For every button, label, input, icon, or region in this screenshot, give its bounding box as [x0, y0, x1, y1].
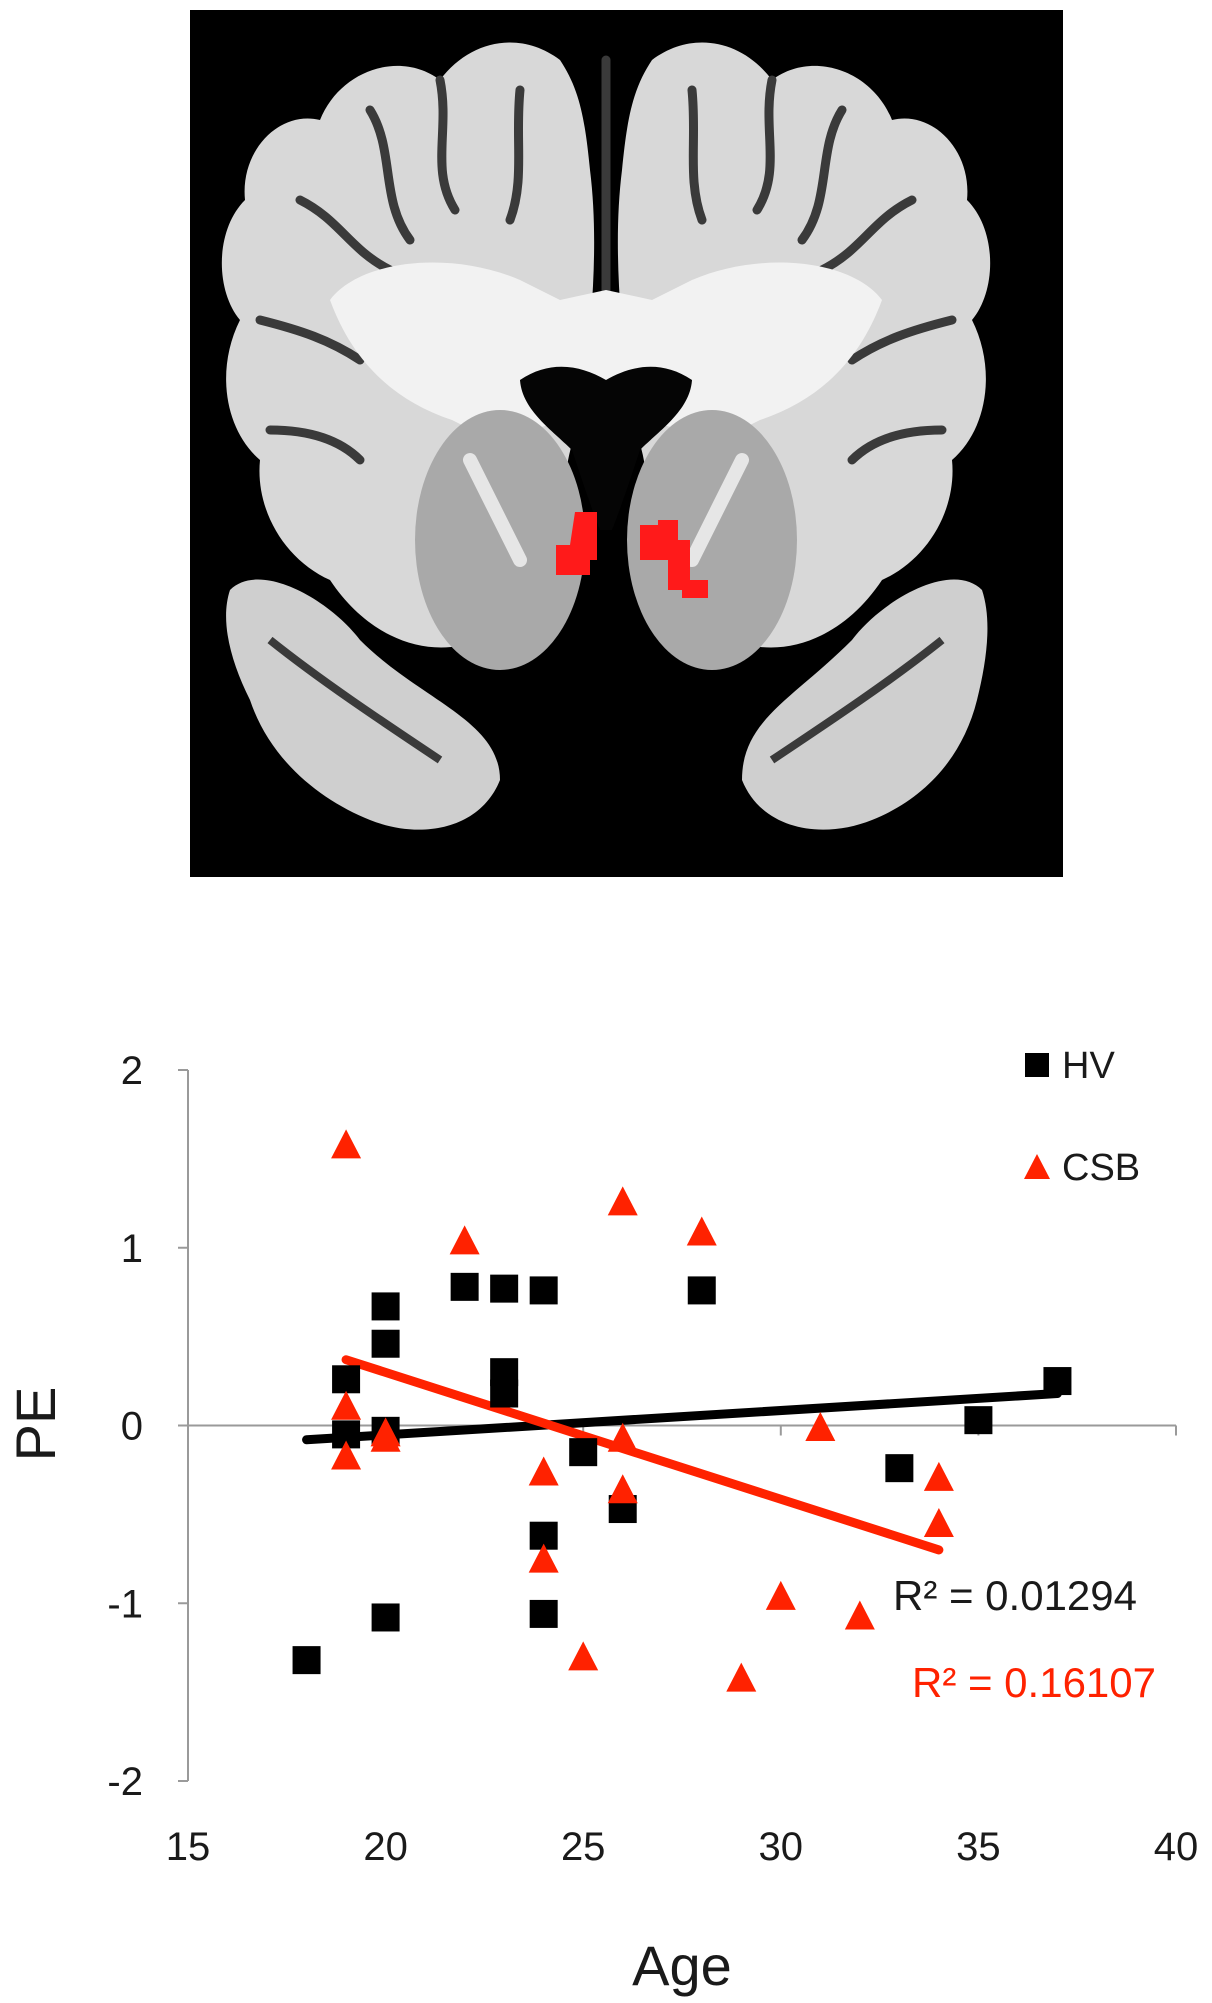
csb-point — [686, 1216, 717, 1246]
hv-point — [371, 1603, 400, 1632]
csb-point — [607, 1422, 638, 1452]
hv-trendline — [302, 1389, 1062, 1445]
csb-point — [607, 1474, 638, 1504]
csb-point — [331, 1440, 362, 1470]
csb-point — [528, 1456, 559, 1486]
right-temporal-lobe — [742, 579, 988, 830]
y-tick-label: 1 — [121, 1227, 143, 1271]
csb-point — [528, 1543, 559, 1573]
x-axis-label: Age — [632, 1934, 732, 1997]
hv-point — [964, 1406, 993, 1435]
hv-point — [371, 1292, 400, 1321]
ventricles — [520, 366, 692, 530]
data-points — [292, 1129, 1072, 1692]
left-basal-ganglia — [415, 410, 585, 670]
csb-point — [765, 1580, 796, 1610]
csb-point — [923, 1461, 954, 1491]
csb-point — [449, 1225, 480, 1255]
hv-point — [1043, 1367, 1072, 1396]
csb-point — [568, 1641, 599, 1671]
legend-hv-marker — [1025, 1053, 1049, 1077]
csb-point — [726, 1662, 757, 1692]
hv-point — [885, 1454, 914, 1483]
hv-point — [529, 1599, 558, 1628]
hv-point — [450, 1272, 479, 1301]
hv-point — [490, 1379, 519, 1408]
x-tick-label: 30 — [759, 1825, 804, 1869]
legend-csb-label: CSB — [1062, 1147, 1140, 1189]
trendlines — [302, 1355, 1062, 1555]
right-striatum-activation — [640, 520, 708, 598]
hv-point — [569, 1438, 598, 1467]
brain-mri-panel — [190, 10, 1063, 877]
y-tick-label: 0 — [121, 1405, 143, 1449]
hv-point — [371, 1329, 400, 1358]
csb-point — [607, 1186, 638, 1216]
csb-point — [923, 1508, 954, 1538]
x-tick-label: 25 — [561, 1825, 606, 1869]
hv-point — [490, 1274, 519, 1303]
csb-point — [331, 1129, 362, 1159]
legend-hv-label: HV — [1062, 1045, 1115, 1087]
y-axis-label: PE — [4, 1387, 67, 1462]
x-tick-label: 20 — [363, 1825, 408, 1869]
right-basal-ganglia — [627, 410, 797, 670]
csb-point — [805, 1412, 836, 1442]
csb-point — [844, 1600, 875, 1630]
x-tick-label: 40 — [1154, 1825, 1199, 1869]
y-tick-label: -2 — [107, 1760, 143, 1804]
csb-r2-label: R² = 0.16107 — [912, 1659, 1156, 1706]
hv-point — [292, 1646, 321, 1675]
hv-point — [687, 1276, 716, 1305]
y-tick-label: -1 — [107, 1582, 143, 1626]
y-tick-label: 2 — [121, 1049, 143, 1093]
legend: HV CSB — [1024, 1045, 1140, 1189]
hv-point — [529, 1276, 558, 1305]
white-matter — [330, 262, 882, 440]
hv-r2-label: R² = 0.01294 — [893, 1572, 1137, 1619]
legend-csb-marker — [1024, 1154, 1050, 1179]
sulci — [255, 55, 957, 465]
x-tick-label: 35 — [956, 1825, 1001, 1869]
scatter-chart: -2 -1 0 1 2 15 20 25 30 35 40 Age PE HV CSB R² = 0… — [4, 1045, 1198, 1997]
left-striatum-activation — [556, 512, 597, 575]
x-tick-label: 15 — [166, 1825, 211, 1869]
hv-point — [332, 1365, 361, 1394]
csb-point — [370, 1422, 401, 1452]
csb-trendline — [341, 1355, 944, 1555]
csb-point — [331, 1390, 362, 1420]
